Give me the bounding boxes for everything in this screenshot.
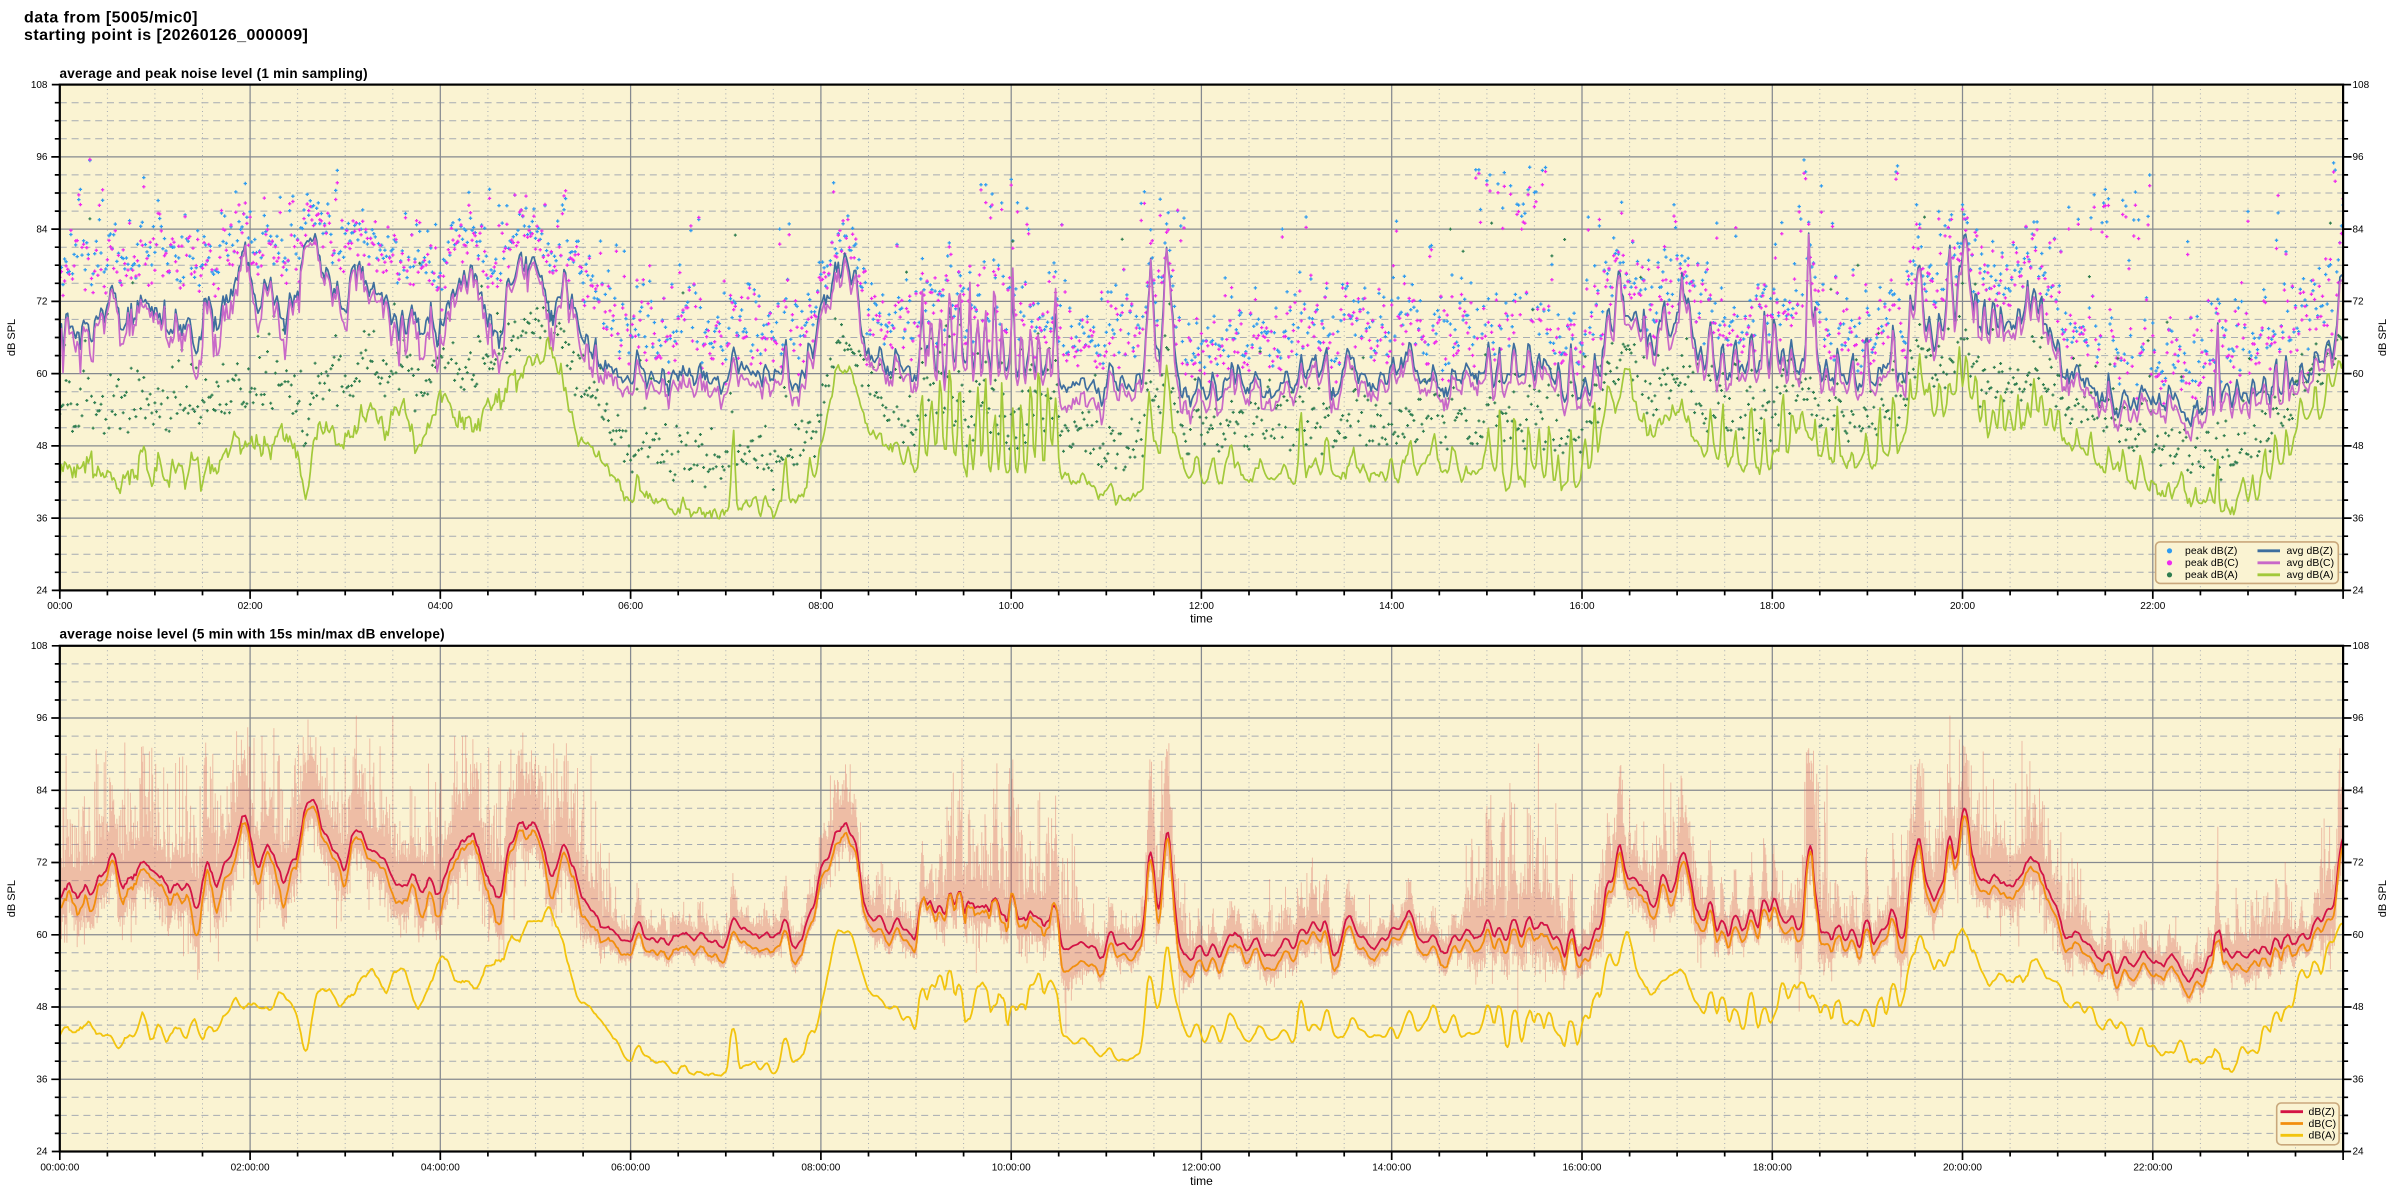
- svg-text:24: 24: [2353, 1147, 2365, 1158]
- svg-text:18:00:00: 18:00:00: [1753, 1163, 1792, 1174]
- svg-text:108: 108: [31, 641, 48, 652]
- svg-text:48: 48: [2353, 441, 2365, 452]
- svg-text:avg dB(C): avg dB(C): [2287, 558, 2335, 569]
- svg-text:04:00:00: 04:00:00: [421, 1163, 460, 1174]
- svg-text:18:00: 18:00: [1760, 601, 1785, 612]
- svg-text:average and peak noise level (: average and peak noise level (1 min samp…: [60, 66, 368, 81]
- svg-text:24: 24: [36, 586, 48, 597]
- svg-text:00:00: 00:00: [47, 601, 72, 612]
- svg-text:60: 60: [36, 369, 48, 380]
- svg-text:16:00: 16:00: [1569, 601, 1594, 612]
- svg-text:22:00:00: 22:00:00: [2133, 1163, 2172, 1174]
- svg-text:48: 48: [2353, 1002, 2365, 1013]
- svg-text:72: 72: [2353, 858, 2365, 869]
- svg-text:peak dB(C): peak dB(C): [2185, 558, 2239, 569]
- svg-text:48: 48: [36, 1002, 48, 1013]
- svg-text:avg dB(A): avg dB(A): [2287, 570, 2334, 581]
- svg-text:72: 72: [2353, 297, 2365, 308]
- svg-text:24: 24: [2353, 586, 2365, 597]
- svg-text:12:00:00: 12:00:00: [1182, 1163, 1221, 1174]
- svg-text:dB SPL: dB SPL: [2377, 880, 2389, 917]
- svg-text:20:00:00: 20:00:00: [1943, 1163, 1982, 1174]
- svg-text:36: 36: [2353, 1075, 2365, 1086]
- svg-text:72: 72: [36, 858, 48, 869]
- svg-text:48: 48: [36, 441, 48, 452]
- svg-text:60: 60: [2353, 369, 2365, 380]
- svg-text:08:00: 08:00: [808, 601, 833, 612]
- svg-text:36: 36: [2353, 513, 2365, 524]
- svg-text:10:00: 10:00: [999, 601, 1024, 612]
- svg-text:02:00:00: 02:00:00: [231, 1163, 270, 1174]
- svg-text:peak dB(Z): peak dB(Z): [2185, 546, 2237, 557]
- svg-text:84: 84: [36, 224, 48, 235]
- svg-text:dB(Z): dB(Z): [2309, 1107, 2335, 1118]
- svg-text:108: 108: [2353, 80, 2370, 91]
- svg-text:108: 108: [31, 80, 48, 91]
- svg-text:108: 108: [2353, 641, 2370, 652]
- svg-text:dB(C): dB(C): [2309, 1119, 2337, 1130]
- svg-text:36: 36: [36, 513, 48, 524]
- svg-text:02:00: 02:00: [238, 601, 263, 612]
- svg-text:96: 96: [36, 713, 48, 724]
- svg-text:84: 84: [36, 786, 48, 797]
- svg-text:00:00:00: 00:00:00: [40, 1163, 79, 1174]
- svg-text:24: 24: [36, 1147, 48, 1158]
- svg-text:96: 96: [36, 152, 48, 163]
- svg-text:dB SPL: dB SPL: [6, 319, 18, 356]
- svg-text:22:00: 22:00: [2140, 601, 2165, 612]
- svg-text:dB SPL: dB SPL: [6, 880, 18, 917]
- svg-text:avg dB(Z): avg dB(Z): [2287, 546, 2334, 557]
- svg-text:84: 84: [2353, 786, 2365, 797]
- svg-text:60: 60: [36, 930, 48, 941]
- svg-text:36: 36: [36, 1075, 48, 1086]
- svg-text:96: 96: [2353, 152, 2365, 163]
- svg-text:peak dB(A): peak dB(A): [2185, 570, 2238, 581]
- svg-text:84: 84: [2353, 224, 2365, 235]
- svg-text:60: 60: [2353, 930, 2365, 941]
- svg-text:data from [5005/mic0]: data from [5005/mic0]: [24, 10, 198, 27]
- svg-text:time: time: [1190, 1174, 1213, 1188]
- svg-text:04:00: 04:00: [428, 601, 453, 612]
- svg-text:average noise level (5 min wit: average noise level (5 min with 15s min/…: [60, 627, 445, 642]
- svg-text:06:00: 06:00: [618, 601, 643, 612]
- svg-text:time: time: [1190, 612, 1213, 626]
- svg-text:10:00:00: 10:00:00: [992, 1163, 1031, 1174]
- svg-text:starting point is [20260126_00: starting point is [20260126_000009]: [24, 27, 308, 44]
- svg-text:14:00:00: 14:00:00: [1372, 1163, 1411, 1174]
- svg-text:16:00:00: 16:00:00: [1563, 1163, 1602, 1174]
- svg-text:96: 96: [2353, 713, 2365, 724]
- svg-text:dB(A): dB(A): [2309, 1131, 2336, 1142]
- svg-text:12:00: 12:00: [1189, 601, 1214, 612]
- svg-text:dB SPL: dB SPL: [2377, 319, 2389, 356]
- svg-text:72: 72: [36, 297, 48, 308]
- svg-text:08:00:00: 08:00:00: [801, 1163, 840, 1174]
- svg-text:14:00: 14:00: [1379, 601, 1404, 612]
- svg-text:06:00:00: 06:00:00: [611, 1163, 650, 1174]
- svg-text:20:00: 20:00: [1950, 601, 1975, 612]
